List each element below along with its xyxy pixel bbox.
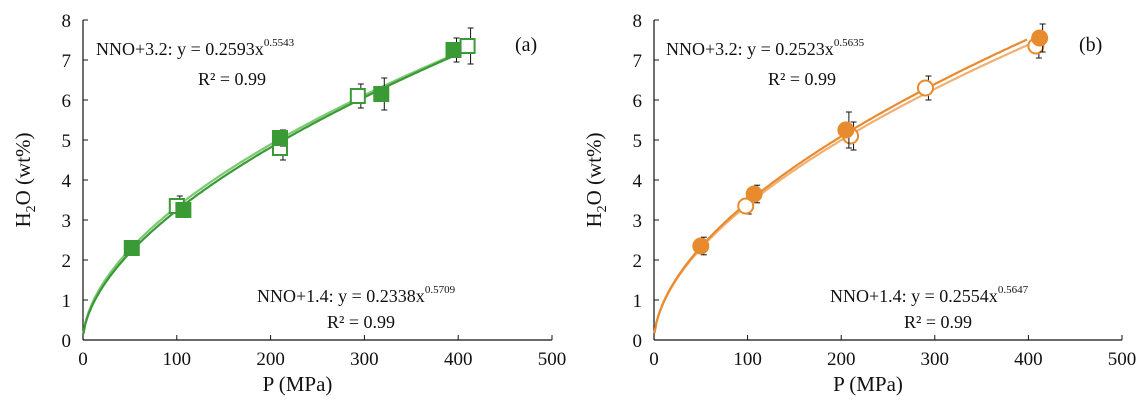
y-tick-label: 7 (62, 51, 72, 72)
panel-label: (a) (515, 34, 537, 56)
panel-label: (b) (1079, 34, 1102, 56)
r-squared-nno-3-2: R² = 0.99 (198, 69, 266, 89)
data-point-nno-1-4 (837, 121, 855, 139)
x-tick-label: 300 (921, 349, 950, 370)
y-tick-label: 3 (62, 211, 72, 232)
y-axis-label-rest: O (wt%) (582, 132, 606, 205)
y-tick-label: 6 (633, 91, 643, 112)
equation-nno-1-4: NNO+1.4: y = 0.2554x0.5647 (830, 284, 1029, 306)
x-tick-label: 400 (1014, 349, 1043, 370)
equation-body: NNO+3.2: y = 0.2523x (666, 39, 834, 59)
data-point-nno-1-4 (373, 86, 390, 102)
y-axis-label: H2O (wt%) (582, 132, 610, 227)
fit-curve-nno-1-4 (82, 53, 458, 334)
x-axis-label: P (MPa) (263, 372, 333, 396)
y-tick-label: 2 (633, 251, 643, 272)
equation-nno-3-2: NNO+3.2: y = 0.2593x0.5543 (96, 37, 295, 59)
x-tick-label: 200 (827, 349, 856, 370)
y-axis-label-main: H (11, 212, 35, 227)
data-point-nno-1-4 (271, 130, 288, 146)
chart-panel-a: 0 1 2 3 4 5 6 7 8 0 100 200 300 400 500 P (MPa) H2O (wt%… (0, 0, 574, 399)
data-point-nno-1-4 (123, 240, 140, 256)
y-tick-label: 2 (62, 251, 72, 272)
x-tick-label: 300 (350, 349, 379, 370)
y-tick-label: 3 (633, 211, 643, 232)
y-tick-label: 5 (62, 131, 72, 152)
x-tick-label: 100 (733, 349, 762, 370)
y-tick-label: 7 (633, 51, 643, 72)
y-axis-label: H2O (wt%) (11, 132, 39, 227)
data-point-nno-1-4 (175, 202, 192, 218)
chart-panel-b: 0 1 2 3 4 5 6 7 8 0 100 200 300 400 500 P (MPa) H2O (wt%… (574, 0, 1147, 399)
data-point-nno-3-2 (459, 38, 476, 54)
y-tick-label: 6 (62, 91, 72, 112)
x-tick-label: 100 (163, 349, 192, 370)
y-axis-label-sub: 2 (24, 205, 39, 212)
equation-body: NNO+3.2: y = 0.2593x (96, 39, 264, 59)
r-squared-nno-3-2: R² = 0.99 (768, 69, 836, 89)
y-tick-label: 4 (62, 171, 72, 192)
y-tick-label: 5 (633, 131, 643, 152)
data-point-nno-1-4 (445, 42, 462, 58)
data-point-nno-1-4 (692, 237, 710, 255)
x-tick-label: 0 (649, 349, 659, 370)
equation-exponent: 0.5709 (425, 284, 456, 296)
y-tick-label: 1 (62, 291, 72, 312)
data-point-nno-3-2 (737, 197, 755, 215)
y-axis-label-main: H (582, 212, 606, 227)
x-tick-label: 0 (78, 349, 88, 370)
y-tick-label: 8 (633, 11, 643, 32)
r-squared-nno-1-4: R² = 0.99 (327, 312, 395, 332)
data-point-nno-3-2 (916, 79, 934, 97)
equation-body: NNO+1.4: y = 0.2338x (257, 286, 425, 306)
r-squared-nno-1-4: R² = 0.99 (904, 312, 972, 332)
x-tick-label: 400 (444, 349, 473, 370)
x-tick-label: 500 (538, 349, 567, 370)
y-tick-label: 1 (633, 291, 643, 312)
x-tick-label: 500 (1108, 349, 1137, 370)
y-axis-label-sub: 2 (595, 205, 610, 212)
equation-exponent: 0.5647 (998, 284, 1029, 296)
data-point-nno-3-2 (349, 88, 366, 104)
y-axis-label-rest: O (wt%) (11, 132, 35, 205)
y-tick-label: 0 (62, 331, 72, 352)
equation-exponent: 0.5543 (264, 37, 295, 49)
data-point-nno-1-4 (1031, 29, 1049, 47)
y-tick-label: 0 (633, 331, 643, 352)
equation-exponent: 0.5635 (834, 37, 865, 49)
y-tick-label: 4 (633, 171, 643, 192)
equation-body: NNO+1.4: y = 0.2554x (830, 286, 998, 306)
x-tick-label: 200 (256, 349, 285, 370)
y-tick-label: 8 (62, 11, 72, 32)
x-axis-label: P (MPa) (833, 372, 903, 396)
equation-nno-1-4: NNO+1.4: y = 0.2338x0.5709 (257, 284, 456, 306)
equation-nno-3-2: NNO+3.2: y = 0.2523x0.5635 (666, 37, 865, 59)
data-point-nno-1-4 (745, 185, 763, 203)
